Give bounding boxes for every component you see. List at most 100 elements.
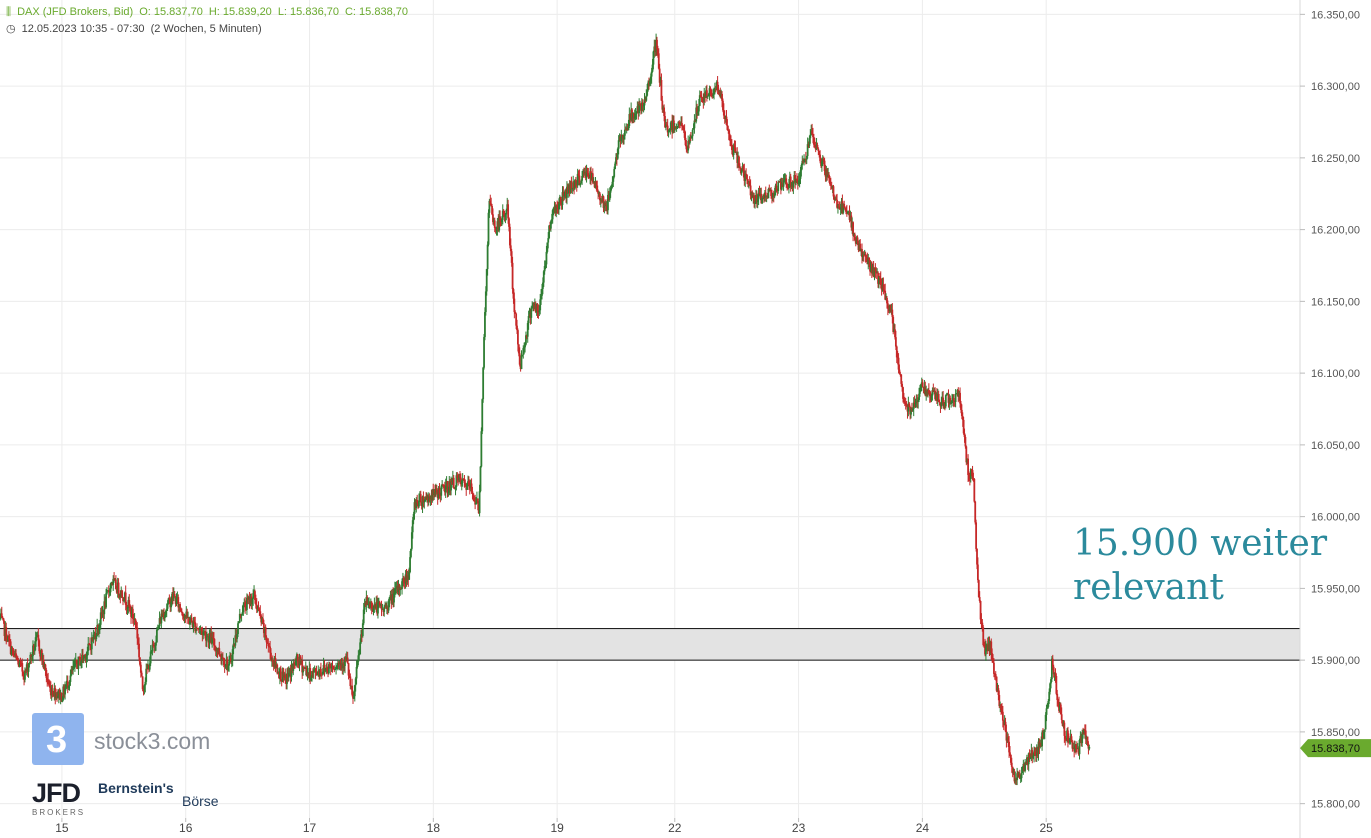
candle-body — [141, 676, 144, 690]
candle-body — [884, 290, 887, 300]
candle-body — [280, 681, 283, 682]
candle-body — [282, 671, 285, 678]
candle-body — [56, 693, 58, 698]
candle-body — [728, 130, 731, 140]
candle-body — [806, 144, 809, 157]
candle-body — [613, 169, 616, 177]
candle-body — [967, 458, 969, 476]
candle-body — [580, 180, 583, 183]
candle-body — [354, 678, 357, 686]
candle-body — [254, 600, 257, 605]
candle-body — [976, 564, 979, 581]
candle-body — [1052, 666, 1055, 675]
candle-body — [823, 160, 826, 172]
candle-body — [710, 89, 713, 94]
candle-body — [993, 662, 995, 674]
candle-body — [299, 656, 302, 664]
candle-body — [423, 501, 426, 503]
candle-body — [440, 486, 443, 496]
candle-body — [96, 625, 99, 636]
candle-body — [587, 173, 590, 176]
candle-body — [817, 148, 820, 151]
candle-body — [894, 329, 896, 338]
candle-body — [608, 192, 611, 200]
candle-body — [143, 685, 146, 691]
candle-body — [581, 176, 584, 181]
candle-body — [475, 502, 477, 505]
candle-body — [259, 611, 262, 616]
candle-body — [1070, 736, 1073, 742]
candle-body — [512, 289, 515, 299]
candle-body — [1048, 691, 1051, 701]
candle-body — [1004, 721, 1007, 732]
candle-body — [819, 154, 822, 162]
candle-body — [716, 81, 719, 91]
candle-body — [148, 663, 151, 670]
candle-body — [108, 592, 111, 594]
candle-body — [1034, 751, 1036, 755]
candle-body — [974, 501, 977, 523]
candle-body — [467, 481, 470, 486]
x-tick-label: 24 — [916, 821, 930, 835]
candle-body — [753, 195, 756, 204]
candle-body — [461, 478, 464, 481]
candle-body — [153, 644, 156, 646]
candle-body — [617, 140, 620, 149]
candle-body — [889, 304, 892, 313]
candle-body — [155, 629, 158, 643]
y-tick-label: 16.350,00 — [1311, 9, 1360, 21]
candle-body — [292, 663, 295, 671]
candle-body — [911, 408, 914, 411]
candle-body — [409, 557, 411, 573]
candle-body — [803, 159, 805, 162]
candle-body — [98, 624, 101, 627]
candle-body — [222, 657, 225, 665]
candle-body — [38, 640, 41, 652]
candle-body — [551, 210, 554, 220]
candle-body — [269, 646, 272, 653]
candle-body — [136, 627, 139, 639]
candle-body — [49, 685, 51, 688]
y-tick-label: 16.000,00 — [1311, 512, 1360, 524]
candle-body — [228, 661, 230, 666]
candle-body — [438, 488, 441, 494]
candle-body — [366, 597, 369, 606]
candle-body — [976, 548, 978, 565]
candle-body — [530, 307, 533, 318]
candle-body — [1024, 761, 1027, 771]
candle-body — [697, 111, 699, 114]
candle-body — [106, 590, 108, 594]
candle-body — [359, 642, 362, 655]
candle-body — [425, 496, 428, 498]
candle-body — [61, 699, 64, 702]
candle-body — [378, 602, 381, 606]
candle-body — [16, 656, 18, 660]
candle-body — [372, 607, 375, 612]
candle-body — [134, 619, 137, 624]
candle-body — [334, 669, 337, 671]
candle-body — [828, 174, 830, 179]
candle-body — [498, 216, 501, 231]
candle-body — [963, 433, 966, 437]
candle-body — [722, 100, 724, 111]
candle-body — [990, 641, 993, 654]
candle-body — [335, 668, 337, 670]
candle-body — [10, 648, 13, 655]
candle-body — [357, 655, 360, 662]
candle-body — [738, 156, 740, 167]
y-tick-label: 16.300,00 — [1311, 81, 1360, 93]
candle-body — [698, 95, 701, 106]
candle-body — [105, 593, 107, 608]
candle-body — [412, 513, 415, 521]
candle-body — [474, 501, 477, 505]
candle-body — [656, 39, 658, 50]
candle-body — [832, 186, 835, 197]
candle-body — [1007, 737, 1010, 742]
candle-body — [835, 198, 838, 200]
candle-body — [1018, 773, 1021, 779]
candle-body — [85, 655, 88, 661]
candle-body — [126, 608, 129, 609]
candle-body — [124, 592, 127, 605]
candle-body — [205, 632, 207, 641]
candle-body — [226, 659, 229, 671]
